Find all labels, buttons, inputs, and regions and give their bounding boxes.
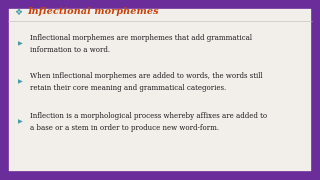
Text: ▶: ▶ — [18, 80, 22, 84]
Text: Inflectional morphemes are morphemes that add grammatical
information to a word.: Inflectional morphemes are morphemes tha… — [30, 35, 252, 53]
Text: ▶: ▶ — [18, 42, 22, 46]
Text: When inflectional morphemes are added to words, the words still
retain their cor: When inflectional morphemes are added to… — [30, 73, 262, 91]
Text: ❖: ❖ — [14, 8, 22, 17]
Text: Inflection is a morphological process whereby affixes are added to
a base or a s: Inflection is a morphological process wh… — [30, 112, 267, 132]
FancyBboxPatch shape — [8, 8, 312, 172]
Text: Inflectional morphemes: Inflectional morphemes — [27, 8, 159, 17]
Text: ▶: ▶ — [18, 120, 22, 125]
